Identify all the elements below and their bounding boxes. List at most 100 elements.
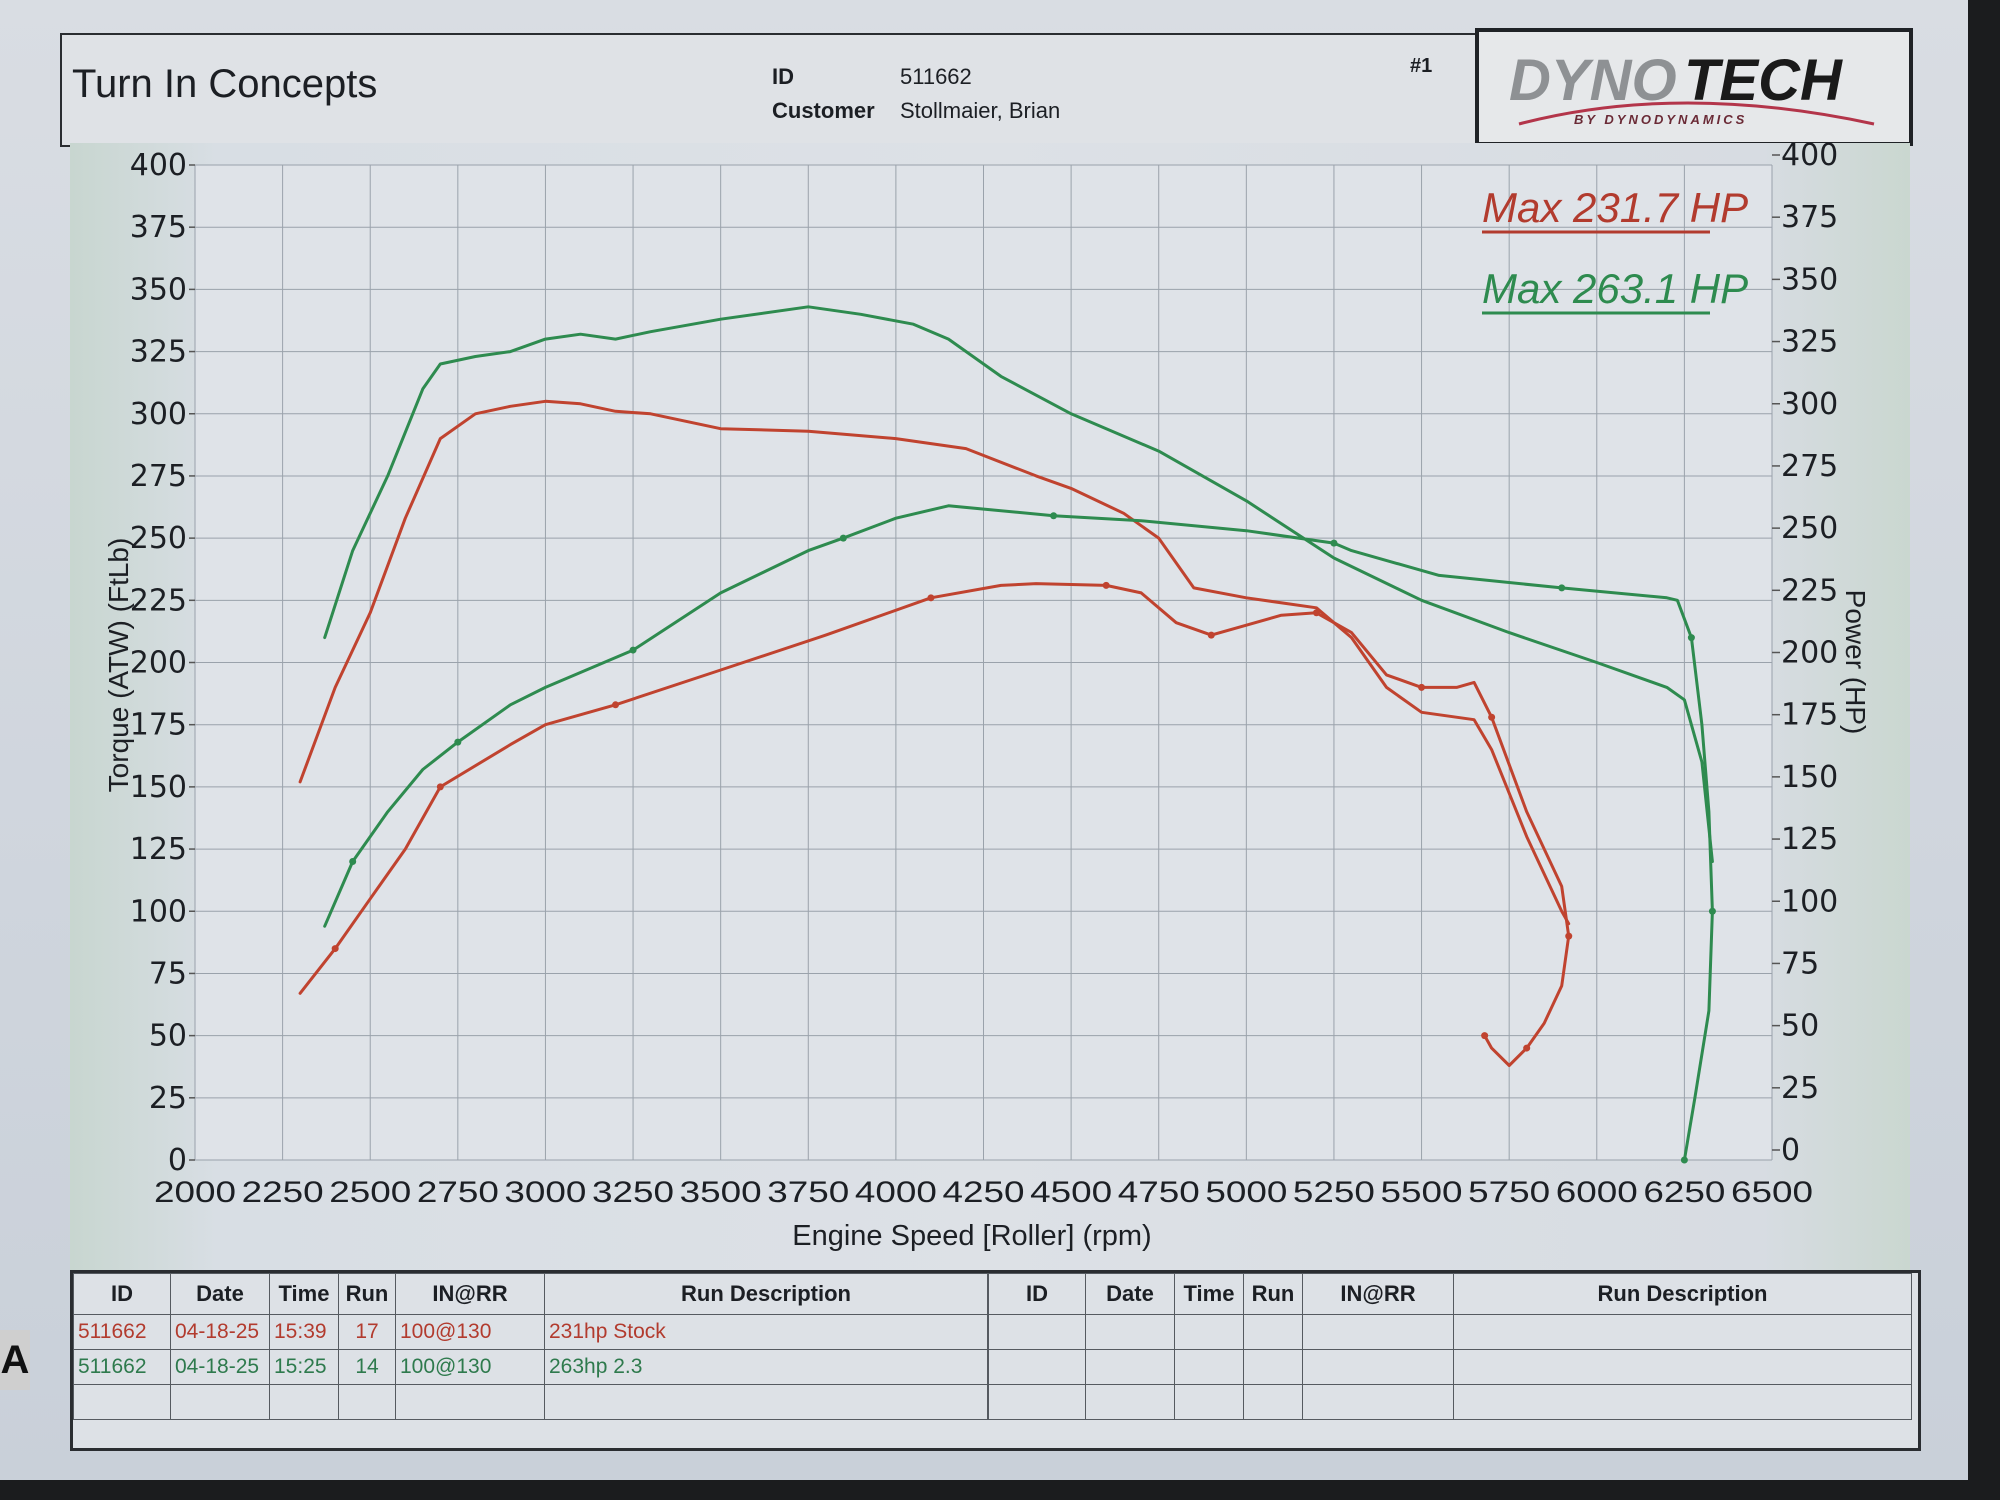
customer-value: Stollmaier, Brian [900, 98, 1061, 123]
cell-inrr: 100@130 [395, 1349, 545, 1385]
customer-label: Customer [772, 98, 875, 123]
svg-text:3750: 3750 [767, 1176, 849, 1209]
series-line-2 [323, 504, 1714, 1162]
col-time: Time [269, 1273, 339, 1315]
cell-run: 17 [338, 1314, 396, 1350]
cell-desc: 263hp 2.3 [544, 1349, 988, 1385]
svg-text:375: 375 [130, 210, 187, 245]
svg-text:5750: 5750 [1468, 1176, 1550, 1209]
svg-text:350: 350 [1781, 262, 1838, 297]
company-name: Turn In Concepts [72, 62, 378, 106]
run-table-left: ID Date Time Run IN@RR Run Description 5… [73, 1273, 988, 1420]
svg-text:5500: 5500 [1381, 1176, 1463, 1209]
svg-text:4250: 4250 [943, 1176, 1025, 1209]
cell-run: 14 [338, 1349, 396, 1385]
col-inrr: IN@RR [395, 1273, 545, 1315]
svg-text:3500: 3500 [680, 1176, 762, 1209]
svg-text:6000: 6000 [1556, 1176, 1638, 1209]
svg-text:300: 300 [1781, 387, 1838, 422]
table-row-empty [73, 1384, 988, 1420]
svg-text:4000: 4000 [855, 1176, 937, 1209]
cell-inrr: 100@130 [395, 1314, 545, 1350]
dyno-chart: 0255075100125150175200225250275300325350… [130, 138, 1871, 1209]
svg-text:4750: 4750 [1118, 1176, 1200, 1209]
col-run-description: Run Description [1453, 1273, 1912, 1315]
svg-text:3250: 3250 [592, 1176, 674, 1209]
svg-text:25: 25 [149, 1081, 187, 1116]
cell-id: 511662 [73, 1349, 171, 1385]
svg-text:6250: 6250 [1643, 1176, 1725, 1209]
legend-green-max-hp: Max 263.1 HP [1482, 265, 1748, 312]
svg-text:4500: 4500 [1030, 1176, 1112, 1209]
table-row-empty [988, 1314, 1912, 1350]
logo-swoosh-icon [1518, 101, 1875, 126]
svg-text:400: 400 [130, 148, 187, 183]
svg-text:325: 325 [130, 335, 187, 370]
svg-text:100: 100 [1781, 884, 1838, 919]
run-table-right: ID Date Time Run IN@RR Run Description [988, 1273, 1912, 1420]
col-run: Run [1243, 1273, 1303, 1315]
col-date: Date [170, 1273, 270, 1315]
svg-text:150: 150 [1781, 760, 1838, 795]
svg-text:225: 225 [1781, 573, 1838, 608]
run-number: #1 [1410, 55, 1433, 77]
logo-sub-text: BY DYNODYNAMICS [1574, 112, 1747, 127]
logo-graphic: DYNO TECH BY DYNODYNAMICS [1509, 48, 1875, 127]
col-id: ID [73, 1273, 171, 1315]
svg-text:175: 175 [1781, 698, 1838, 733]
svg-text:6500: 6500 [1731, 1176, 1813, 1209]
id-label: ID [772, 64, 794, 89]
background-letter: A [0, 1330, 30, 1390]
svg-text:0: 0 [168, 1143, 187, 1178]
svg-text:75: 75 [149, 956, 187, 991]
svg-text:325: 325 [1781, 325, 1838, 360]
col-time: Time [1174, 1273, 1244, 1315]
svg-text:200: 200 [1781, 636, 1838, 671]
table-row[interactable]: 511662 04-18-25 15:39 17 100@130 231hp S… [73, 1314, 988, 1350]
y-axis-left: 0 25 50 75 100 125 150 175 200 225 250 275 300 325 350… [130, 148, 195, 1178]
series-line-1 [298, 399, 1571, 926]
svg-text:250: 250 [130, 521, 187, 556]
table-header-row: ID Date Time Run IN@RR Run Description [988, 1273, 1912, 1315]
logo-dyno-text: DYNO [1509, 48, 1677, 113]
cell-time: 15:39 [269, 1314, 339, 1350]
col-date: Date [1085, 1273, 1175, 1315]
svg-text:2500: 2500 [329, 1176, 411, 1209]
svg-text:375: 375 [1781, 200, 1838, 235]
cell-id: 511662 [73, 1314, 171, 1350]
svg-text:275: 275 [130, 459, 187, 494]
chart-grid [194, 164, 1773, 1161]
col-id: ID [988, 1273, 1086, 1315]
col-inrr: IN@RR [1302, 1273, 1454, 1315]
svg-text:3000: 3000 [504, 1176, 586, 1209]
svg-text:225: 225 [130, 583, 187, 618]
legend-red-max-hp: Max 231.7 HP [1482, 184, 1748, 231]
table-row[interactable]: 511662 04-18-25 15:25 14 100@130 263hp 2… [73, 1349, 988, 1385]
svg-text:2000: 2000 [154, 1176, 236, 1209]
svg-text:2750: 2750 [417, 1176, 499, 1209]
cell-date: 04-18-25 [170, 1314, 270, 1350]
id-value: 511662 [900, 64, 972, 89]
svg-text:2250: 2250 [242, 1176, 324, 1209]
svg-text:350: 350 [130, 272, 187, 307]
svg-text:200: 200 [130, 646, 187, 681]
svg-text:400: 400 [1781, 138, 1838, 173]
cell-time: 15:25 [269, 1349, 339, 1385]
svg-text:300: 300 [130, 397, 187, 432]
svg-text:175: 175 [130, 708, 187, 743]
series-line-3 [298, 582, 1571, 1067]
svg-text:0: 0 [1781, 1133, 1800, 1168]
y-axis-right: 0 25 50 75 100 125 150 175 200 225 250 275 300 325 350… [1772, 138, 1838, 1168]
chart-series [298, 305, 1716, 1164]
svg-text:25: 25 [1781, 1071, 1819, 1106]
svg-text:250: 250 [1781, 511, 1838, 546]
svg-text:50: 50 [149, 1019, 187, 1054]
svg-text:100: 100 [130, 894, 187, 929]
col-run: Run [338, 1273, 396, 1315]
svg-text:5000: 5000 [1205, 1176, 1287, 1209]
table-row-empty [988, 1384, 1912, 1420]
svg-text:150: 150 [130, 770, 187, 805]
svg-text:125: 125 [130, 832, 187, 867]
svg-text:5250: 5250 [1293, 1176, 1375, 1209]
y-axis-right-label: Power (HP) [1840, 590, 1871, 735]
